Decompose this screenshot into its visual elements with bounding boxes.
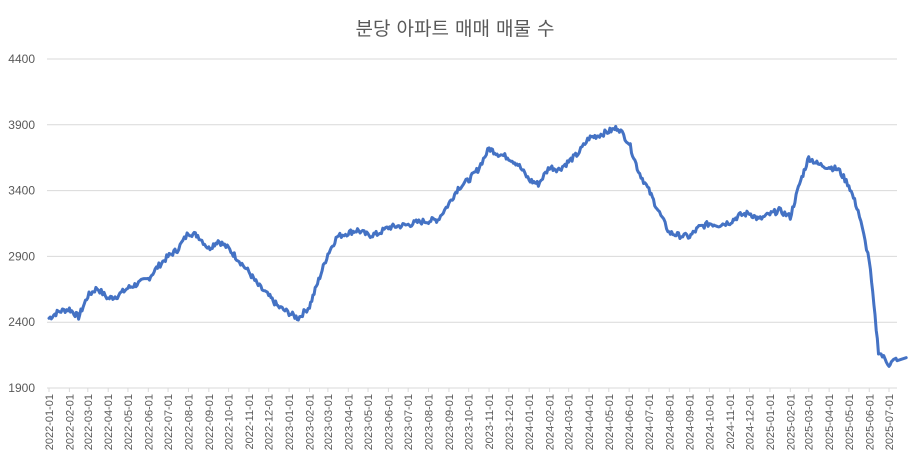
x-tick-label-35: 2024-12-01 [745, 394, 757, 450]
y-tick-label-3: 3400 [8, 184, 35, 198]
x-tick-label-40: 2025-05-01 [844, 394, 856, 450]
x-tick-label-10: 2022-11-01 [244, 394, 256, 449]
x-tick-label-3: 2022-04-01 [103, 394, 115, 450]
x-tick-label-36: 2025-01-01 [765, 394, 777, 450]
x-tick-label-11: 2022-12-01 [264, 394, 276, 450]
x-tick-label-12: 2023-01-01 [284, 394, 296, 450]
y-axis-tick-labels: 1900 2400 2900 3400 3900 4400 [8, 52, 35, 395]
x-tick-label-33: 2024-10-01 [704, 394, 716, 450]
x-tick-label-16: 2023-05-01 [363, 394, 375, 450]
x-tick-label-6: 2022-07-01 [163, 394, 175, 450]
gridlines [47, 58, 897, 323]
x-tick-label-23: 2023-12-01 [504, 394, 516, 450]
x-tick-label-30: 2024-07-01 [644, 394, 656, 450]
x-tick-label-27: 2024-04-01 [584, 394, 596, 450]
x-tick-label-21: 2023-10-01 [464, 394, 476, 450]
y-tick-label-1: 2400 [8, 315, 35, 329]
x-tick-label-2: 2022-03-01 [83, 394, 95, 450]
x-tick-label-22: 2023-11-01 [484, 394, 496, 449]
x-tick-label-5: 2022-06-01 [143, 394, 155, 450]
x-tick-label-28: 2024-05-01 [604, 394, 616, 450]
x-tick-label-42: 2025-07-01 [884, 394, 896, 450]
x-tick-label-1: 2022-02-01 [64, 394, 76, 450]
x-tick-label-26: 2024-03-01 [564, 394, 576, 450]
y-tick-label-5: 4400 [8, 52, 35, 66]
x-tick-label-37: 2025-02-01 [785, 394, 797, 450]
series-line-0 [47, 124, 908, 368]
x-tick-label-8: 2022-09-01 [204, 394, 216, 450]
x-tick-label-25: 2024-02-01 [545, 394, 557, 450]
y-tick-label-4: 3900 [8, 118, 35, 132]
x-tick-label-19: 2023-08-01 [424, 394, 436, 450]
x-tick-label-0: 2022-01-01 [44, 394, 56, 450]
x-tick-label-29: 2024-06-01 [624, 394, 636, 450]
y-tick-label-2: 2900 [8, 249, 35, 263]
y-tick-label-0: 1900 [8, 381, 35, 395]
x-tick-label-7: 2022-08-01 [183, 394, 195, 450]
x-tick-label-14: 2023-03-01 [323, 394, 335, 450]
x-tick-label-18: 2023-07-01 [403, 394, 415, 450]
x-tick-label-13: 2023-02-01 [304, 394, 316, 450]
x-tick-label-31: 2024-08-01 [664, 394, 676, 450]
x-tick-label-34: 2024-11-01 [725, 394, 737, 449]
x-tick-label-32: 2024-09-01 [685, 394, 697, 450]
x-tick-label-39: 2025-04-01 [824, 394, 836, 450]
x-tick-label-4: 2022-05-01 [123, 394, 135, 450]
x-tick-label-38: 2025-03-01 [804, 394, 816, 450]
x-tick-label-41: 2025-06-01 [864, 394, 876, 450]
chart-title: 분당 아파트 매매 매물 수 [356, 18, 555, 40]
x-tick-label-24: 2024-01-01 [524, 394, 536, 450]
x-tick-label-15: 2023-04-01 [343, 394, 355, 450]
x-tick-label-20: 2023-09-01 [444, 394, 456, 450]
x-tick-label-9: 2022-10-01 [224, 394, 236, 450]
x-tick-label-17: 2023-06-01 [383, 394, 395, 450]
plot-series [47, 124, 908, 368]
x-axis-tick-labels: 2022-01-01 2022-02-01 2022-03-01 2022-04-01… [44, 388, 896, 450]
